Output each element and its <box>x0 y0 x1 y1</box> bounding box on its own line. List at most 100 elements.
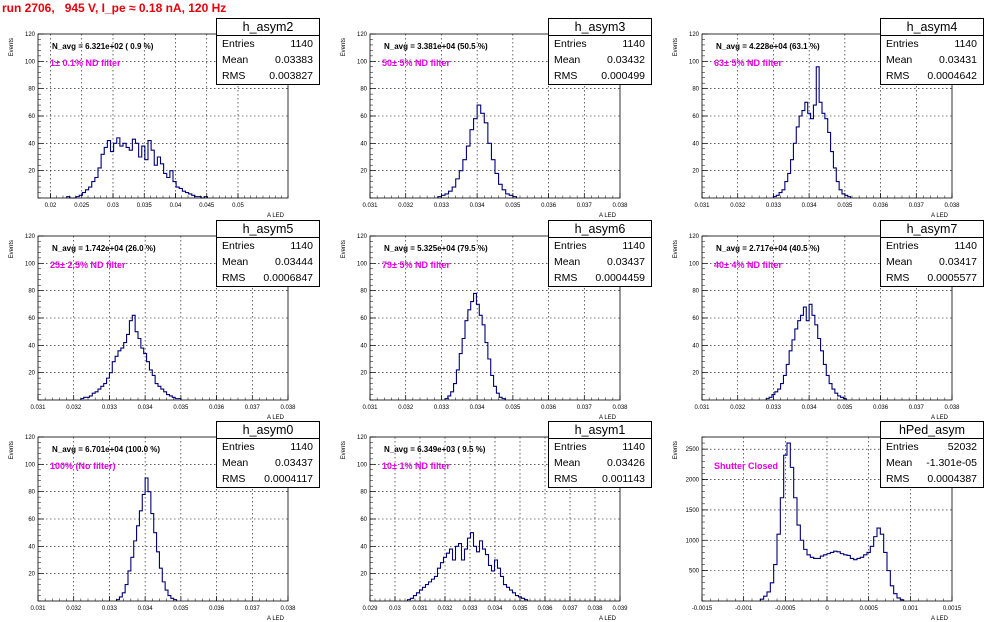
y-tick-label: 500 <box>689 569 700 575</box>
y-tick-label: 80 <box>360 289 367 295</box>
y-tick-label: 80 <box>360 87 367 93</box>
stats-row-entries: Entries 1140 <box>881 36 983 52</box>
y-axis-label: Events <box>673 38 679 56</box>
x-tick-label: 0.037 <box>577 405 593 411</box>
stats-box-title: h_asym6 <box>549 221 651 238</box>
stats-label-mean: Mean <box>554 54 581 66</box>
stats-box: h_asym1 Entries 1140 Mean 0.03426 RMS 0.001143 <box>548 421 652 488</box>
stats-box-title: h_asym1 <box>549 422 651 439</box>
histogram-line <box>772 66 852 198</box>
navg-label: N_avg = 4.228e+04 (63.1 %) <box>716 42 820 51</box>
x-tick-label: 0.034 <box>802 203 818 209</box>
stats-row-rms: RMS 0.0004117 <box>217 471 319 487</box>
x-tick-label: 0.035 <box>505 203 521 209</box>
x-tick-label: 0.031 <box>362 203 378 209</box>
x-tick-label: 0.034 <box>802 405 818 411</box>
stats-box-title: h_asym4 <box>881 19 983 36</box>
stats-row-mean: Mean 0.03437 <box>549 254 651 270</box>
histogram-svg: 0.031 0.032 0.033 0.034 0.035 0.036 0.037 0.038… <box>673 234 960 421</box>
y-tick-label: 60 <box>692 316 699 322</box>
x-tick-label: 0.032 <box>66 606 82 612</box>
pad-h-asym1: 0.029 0.03 0.031 0.032 0.033 0.034 0.035 0.036 0… <box>332 418 662 622</box>
y-axis-label: Events <box>673 441 679 459</box>
y-tick-label: 1000 <box>686 538 700 544</box>
x-tick-label: 0.0015 <box>943 606 962 612</box>
stats-box: h_asym5 Entries 1140 Mean 0.03444 RMS 0.000684… <box>216 220 320 287</box>
histogram-line <box>80 314 182 400</box>
x-tick-label: 0.038 <box>612 405 628 411</box>
x-tick-label: 0.036 <box>541 203 557 209</box>
x-axis-label: A LED <box>267 415 285 421</box>
histogram-line <box>66 137 208 199</box>
pad-h-asym3: 0.031 0.032 0.033 0.034 0.035 0.036 0.037 0.038… <box>332 15 662 219</box>
x-tick-label: 0.037 <box>909 203 925 209</box>
stats-value-entries: 1140 <box>954 38 977 50</box>
x-tick-label: -0.0015 <box>692 606 713 612</box>
x-tick-label: 0.038 <box>944 203 960 209</box>
stats-box: h_asym7 Entries 1140 Mean 0.03417 RMS 0.000557… <box>880 220 984 287</box>
stats-row-mean: Mean 0.03432 <box>549 52 651 68</box>
x-tick-label: 0.035 <box>505 405 521 411</box>
histogram-svg: 0.031 0.032 0.033 0.034 0.035 0.036 0.037 0.038… <box>341 32 628 219</box>
x-tick-label: -0.0005 <box>775 606 796 612</box>
y-tick-label: 20 <box>28 169 35 175</box>
x-tick-label: 0 <box>825 606 829 612</box>
stats-box-title: hPed_asym <box>881 422 983 439</box>
filter-label: Shutter Closed <box>714 461 778 471</box>
y-tick-label: 20 <box>28 371 35 377</box>
stats-value-entries: 1140 <box>954 240 977 252</box>
stats-value-entries: 1140 <box>622 441 645 453</box>
stats-box-title: h_asym0 <box>217 422 319 439</box>
filter-label: 10± 1% ND filter <box>382 461 450 471</box>
x-tick-label: 0.034 <box>487 606 503 612</box>
y-tick-label: 20 <box>692 169 699 175</box>
stats-box-title: h_asym7 <box>881 221 983 238</box>
y-tick-label: 40 <box>692 343 699 349</box>
y-tick-label: 60 <box>360 517 367 523</box>
pad-h-asym6: 0.031 0.032 0.033 0.034 0.035 0.036 0.037 0.038… <box>332 217 662 421</box>
stats-label-mean: Mean <box>554 457 581 469</box>
stats-row-rms: RMS 0.0005577 <box>881 270 983 286</box>
stats-row-rms: RMS 0.0004387 <box>881 471 983 487</box>
x-tick-label: 0.032 <box>398 405 414 411</box>
x-tick-label: 0.036 <box>537 606 553 612</box>
filter-label: 63± 5% ND filter <box>714 58 782 68</box>
y-axis-label: Events <box>9 441 15 459</box>
y-tick-label: 100 <box>25 59 36 65</box>
navg-label: N_avg = 2.717e+04 (40.5 %) <box>716 244 820 253</box>
y-tick-label: 120 <box>25 435 36 441</box>
x-tick-label: 0.031 <box>694 203 710 209</box>
y-tick-label: 40 <box>28 343 35 349</box>
stats-value-mean: 0.03437 <box>607 256 645 268</box>
x-tick-label: 0.038 <box>280 405 296 411</box>
x-tick-label: 0.036 <box>541 405 557 411</box>
x-tick-label: 0.034 <box>470 405 486 411</box>
pad-h-asym5: 0.031 0.032 0.033 0.034 0.035 0.036 0.037 0.038… <box>0 217 330 421</box>
stats-row-entries: Entries 1140 <box>549 439 651 455</box>
x-tick-label: 0.034 <box>470 203 486 209</box>
filter-label: 50± 5% ND filter <box>382 58 450 68</box>
stats-label-entries: Entries <box>222 441 255 453</box>
x-tick-label: -0.001 <box>735 606 753 612</box>
y-tick-label: 100 <box>689 261 700 267</box>
filter-label: 40± 4% ND filter <box>714 260 782 270</box>
histogram-line <box>437 104 517 198</box>
stats-box-title: h_asym3 <box>549 19 651 36</box>
stats-label-entries: Entries <box>222 240 255 252</box>
stats-value-entries: 1140 <box>290 38 313 50</box>
stats-value-rms: 0.0006847 <box>263 272 313 284</box>
stats-row-entries: Entries 1140 <box>217 36 319 52</box>
y-axis-label: Events <box>341 240 347 258</box>
stats-label-rms: RMS <box>554 70 578 82</box>
x-tick-label: 0.038 <box>944 405 960 411</box>
stats-row-entries: Entries 1140 <box>217 439 319 455</box>
x-tick-label: 0.033 <box>766 203 782 209</box>
histogram-line <box>759 442 905 601</box>
y-tick-label: 40 <box>360 343 367 349</box>
x-tick-label: 0.037 <box>562 606 578 612</box>
stats-value-mean: 0.03417 <box>939 256 977 268</box>
stats-value-entries: 1140 <box>290 240 313 252</box>
x-axis-label: A LED <box>599 415 617 421</box>
stats-value-rms: 0.003827 <box>269 70 313 82</box>
y-tick-label: 100 <box>357 261 368 267</box>
